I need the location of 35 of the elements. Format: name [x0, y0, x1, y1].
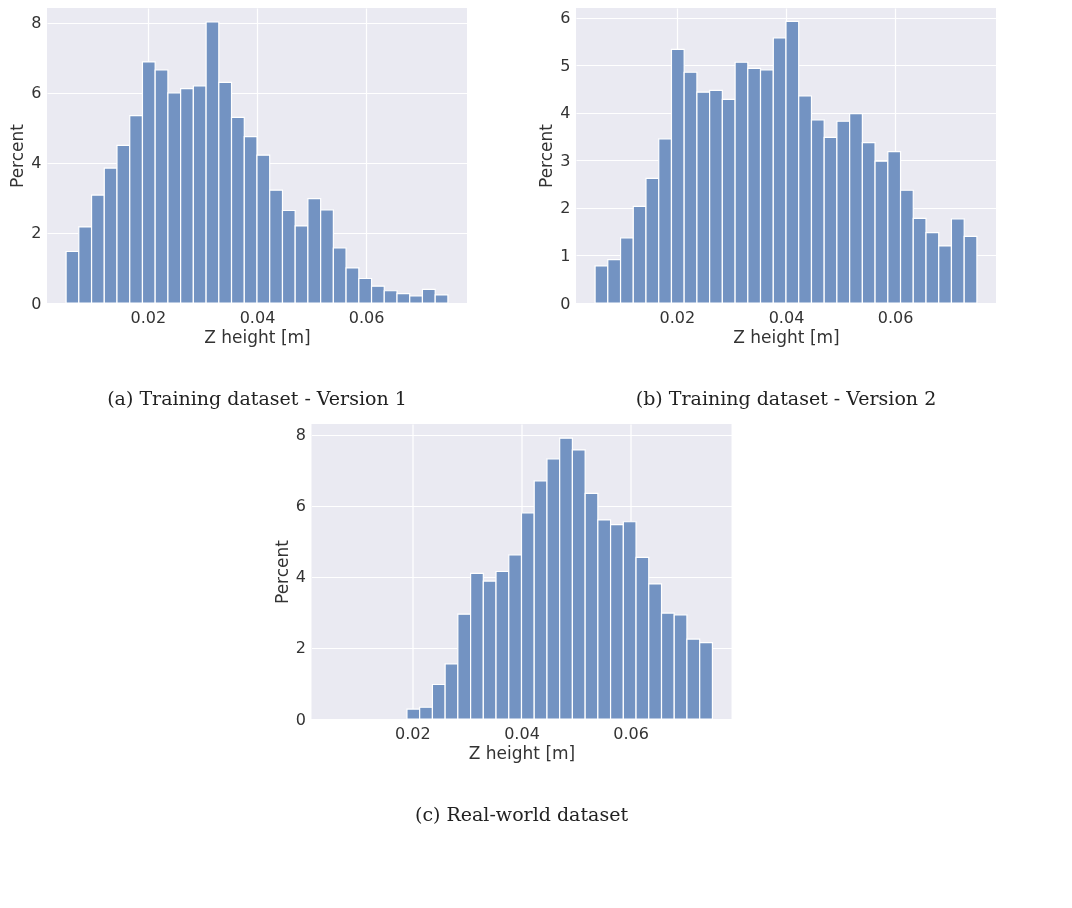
- y-tick-label: 0: [31, 293, 42, 313]
- y-tick-label: 2: [295, 638, 306, 658]
- x-axis-title: Z height [m]: [733, 326, 840, 347]
- y-tick-label: 3: [560, 150, 571, 170]
- y-tick-label: 0: [295, 709, 306, 729]
- x-tick-label: 0.06: [877, 307, 914, 327]
- x-tick-label: 0.02: [130, 307, 167, 327]
- y-tick-label: 6: [295, 496, 306, 516]
- text: (b) Training dataset - Version 2: [635, 387, 937, 409]
- y-axis-title: Percent: [7, 123, 28, 188]
- y-axis-title: Percent: [536, 123, 557, 188]
- y-tick-label: 8: [31, 13, 42, 33]
- x-tick-label: 0.04: [504, 723, 540, 743]
- x-tick-label: 0.04: [239, 307, 276, 327]
- x-tick-label: 0.02: [659, 307, 696, 327]
- y-tick-label: 1: [560, 245, 571, 265]
- x-tick-label: 0.06: [613, 723, 649, 743]
- y-tick-label: 8: [295, 425, 306, 445]
- y-tick-label: 2: [560, 198, 571, 218]
- x-tick-label: 0.02: [395, 723, 431, 743]
- text: (c) Real-world dataset: [414, 803, 629, 825]
- y-tick-label: 2: [31, 223, 42, 243]
- x-axis-title: Z height [m]: [468, 742, 576, 763]
- x-tick-label: 0.04: [768, 307, 805, 327]
- y-tick-label: 5: [560, 55, 571, 75]
- y-tick-label: 4: [295, 567, 306, 587]
- x-tick-label: 0.06: [348, 307, 385, 327]
- y-axis-title: Percent: [271, 539, 292, 604]
- y-tick-label: 4: [560, 103, 571, 123]
- y-tick-label: 0: [560, 293, 571, 313]
- y-tick-label: 4: [31, 153, 42, 173]
- text: (a) Training dataset - Version 1: [107, 387, 407, 409]
- y-tick-label: 6: [31, 83, 42, 103]
- x-axis-title: Z height [m]: [204, 326, 311, 347]
- y-tick-label: 6: [560, 8, 571, 28]
